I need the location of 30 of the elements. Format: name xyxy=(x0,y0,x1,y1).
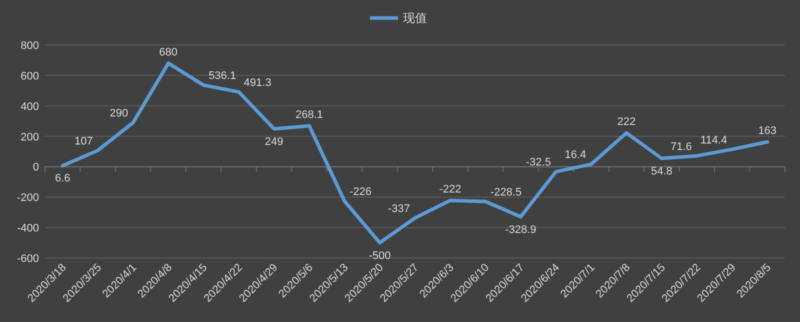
y-tick-label: 200 xyxy=(20,131,39,144)
data-label: -328.9 xyxy=(505,224,536,236)
data-label: -337 xyxy=(388,202,410,215)
data-label: 222 xyxy=(617,116,636,128)
data-label: 290 xyxy=(110,108,128,120)
data-label: 71.6 xyxy=(670,140,692,153)
y-tick-label: 600 xyxy=(20,70,39,82)
y-tick-label: 0 xyxy=(32,162,39,174)
data-label: 249 xyxy=(264,136,284,148)
y-tick-label: 400 xyxy=(20,100,39,113)
data-label: 163 xyxy=(758,124,777,137)
data-label: -222 xyxy=(439,183,462,196)
data-label: 536.1 xyxy=(208,70,236,82)
data-label: 6.6 xyxy=(54,172,70,185)
data-label: 680 xyxy=(159,46,178,58)
legend-label: 现值 xyxy=(403,11,427,25)
data-label: 16.4 xyxy=(564,149,586,162)
data-label: -228.5 xyxy=(490,186,522,198)
data-label: 107 xyxy=(74,135,93,148)
y-tick-label: -600 xyxy=(16,253,39,265)
data-label: 114.4 xyxy=(700,134,728,146)
data-label: -500 xyxy=(368,250,391,262)
data-label: -32.5 xyxy=(526,156,551,169)
data-label: 54.8 xyxy=(650,165,672,178)
data-label: -226 xyxy=(350,186,372,198)
data-label: 268.1 xyxy=(296,108,324,121)
data-label: 491.3 xyxy=(244,76,272,89)
y-tick-label: 800 xyxy=(20,40,39,52)
y-tick-label: -200 xyxy=(16,192,39,204)
y-tick-label: -400 xyxy=(16,222,39,235)
